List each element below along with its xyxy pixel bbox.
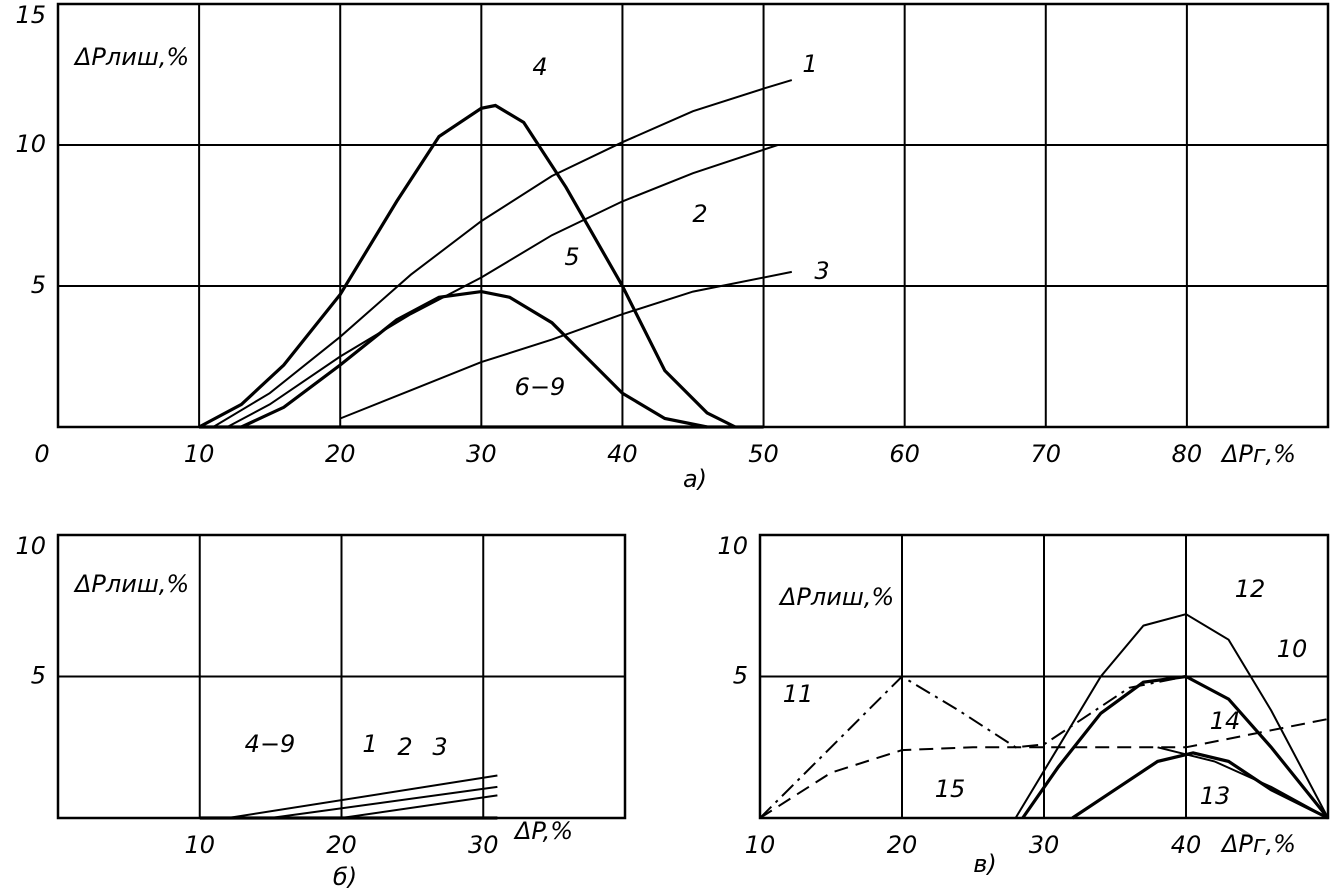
curve-label: 6−9: [515, 373, 566, 401]
x-tick-label: 10: [184, 440, 215, 468]
x-tick-label: 30: [1029, 831, 1060, 859]
y-axis-label: ΔPлиш,%: [778, 583, 894, 611]
curve-label: 3: [432, 733, 447, 761]
x-tick-label: 0: [34, 440, 49, 468]
curve: [759, 718, 1329, 819]
y-tick-label: 5: [31, 662, 46, 690]
x-tick-label: 20: [325, 440, 356, 468]
x-tick-label: 30: [468, 831, 499, 859]
x-tick-label: 10: [745, 831, 776, 859]
x-tick-label: 70: [1031, 440, 1062, 468]
curve: [270, 785, 498, 819]
y-tick-label: 10: [717, 532, 748, 560]
y-tick-label: 15: [15, 1, 46, 29]
x-tick-label: 50: [748, 440, 779, 468]
x-tick-label: 40: [1171, 831, 1202, 859]
curve: [227, 774, 498, 819]
subtitle: а): [683, 465, 707, 493]
subtitle: в): [973, 850, 997, 878]
curve: [1014, 613, 1329, 819]
curve-label: 5: [564, 243, 579, 271]
x-axis-label: ΔP,%: [513, 817, 573, 845]
curve: [1021, 674, 1330, 820]
y-axis-label: ΔPлиш,%: [73, 570, 189, 598]
curve: [226, 144, 779, 428]
curve-label: 1: [362, 730, 377, 758]
y-tick-label: 10: [15, 532, 46, 560]
curve-label: 4−9: [245, 730, 296, 758]
x-tick-label: 40: [607, 440, 638, 468]
curve: [1157, 746, 1329, 819]
y-axis-label: ΔPлиш,%: [73, 43, 189, 71]
curve-label: 2: [692, 200, 707, 228]
y-tick-label: 5: [733, 662, 748, 690]
curve-label: 4: [532, 53, 547, 81]
curve: [212, 79, 793, 428]
curve-label: 3: [814, 257, 829, 285]
curve-label: 2: [397, 733, 412, 761]
y-tick-label: 5: [31, 271, 46, 299]
subtitle: б): [333, 863, 357, 891]
curve-label: 15: [935, 775, 966, 803]
y-tick-label: 10: [15, 130, 46, 158]
x-tick-label: 20: [326, 831, 357, 859]
curve-label: 13: [1200, 782, 1231, 810]
curve: [240, 289, 708, 429]
curve-label: 1: [802, 50, 817, 78]
curve: [198, 103, 737, 429]
curve-label: 11: [783, 680, 814, 708]
x-tick-label: 10: [184, 831, 215, 859]
curve: [341, 794, 498, 819]
x-tick-label: 30: [466, 440, 497, 468]
x-axis-label: ΔPг,%: [1220, 830, 1296, 858]
x-tick-label: 60: [889, 440, 920, 468]
curve-label: 14: [1210, 707, 1241, 735]
curve-label: 12: [1235, 575, 1266, 603]
x-axis-label: ΔPг,%: [1220, 440, 1296, 468]
curve-label: 10: [1277, 635, 1308, 663]
curve: [1071, 751, 1329, 820]
x-tick-label: 80: [1172, 440, 1203, 468]
curve: [339, 270, 792, 420]
x-tick-label: 20: [887, 831, 918, 859]
